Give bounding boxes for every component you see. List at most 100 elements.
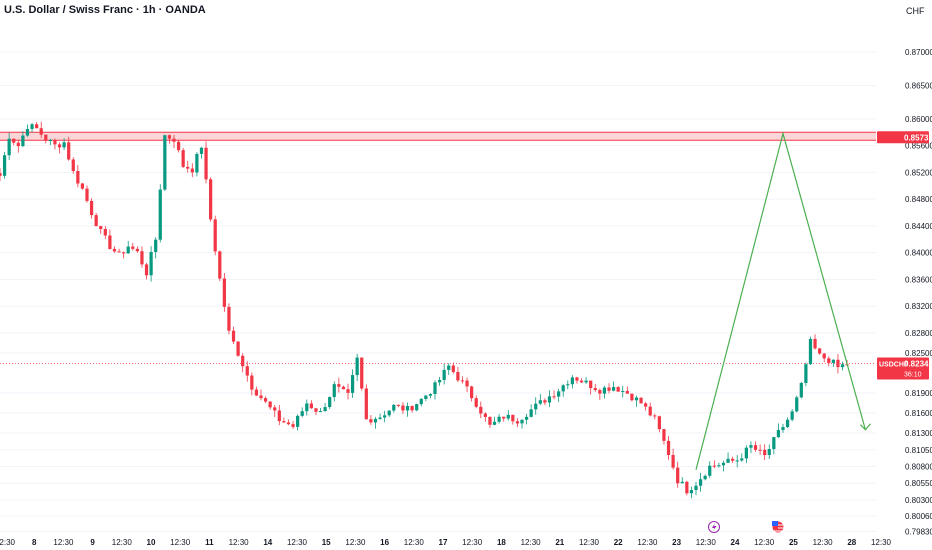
candle-body (625, 390, 629, 394)
candle-body (259, 395, 263, 399)
candle-body (318, 411, 323, 413)
candle-body (474, 398, 478, 407)
candle-body (231, 330, 236, 342)
candle-body (39, 128, 43, 135)
candle-body (149, 252, 153, 276)
candle-body (689, 490, 694, 494)
candle-body (818, 348, 822, 354)
candle-body (634, 397, 639, 401)
candle-body (21, 135, 25, 147)
y-tick-label: 0.85600 (905, 142, 932, 151)
candle-body (12, 138, 16, 143)
candle-body (767, 449, 771, 456)
candle-body (589, 380, 593, 389)
candle-body (341, 386, 346, 390)
candle-body (108, 235, 112, 249)
last-price-tag-bg (877, 357, 929, 380)
candle-body (186, 166, 190, 169)
x-tick-label: 18 (497, 538, 506, 547)
candle-body (639, 397, 643, 404)
candle-body (44, 134, 48, 141)
x-tick-label: 15 (322, 538, 331, 547)
symbol-label: USDCHF (879, 361, 909, 368)
candle-body (538, 400, 542, 404)
x-tick-label: 12:30 (170, 538, 191, 547)
candle-body (584, 380, 588, 383)
candle-body (520, 419, 524, 424)
candle-body (552, 396, 556, 398)
candle-body (740, 458, 744, 461)
candle-body (296, 415, 300, 427)
candle-body (808, 338, 813, 365)
candle-body (529, 409, 533, 417)
candle-body (534, 403, 538, 410)
candle-body (392, 404, 396, 411)
y-tick-label: 0.80060 (905, 512, 932, 521)
x-tick-label: 12:30 (0, 538, 16, 547)
candle-body (181, 150, 185, 167)
candle-body (300, 411, 304, 416)
y-tick-label: 0.79830 (905, 527, 932, 536)
x-tick-label: 9 (90, 538, 95, 547)
x-tick-label: 21 (555, 538, 564, 547)
resistance-price-tag-bg (877, 131, 929, 144)
projection-arrowhead (859, 423, 871, 431)
x-tick-label: 23 (672, 538, 681, 547)
projection-path (695, 131, 866, 470)
candle-body (277, 410, 281, 422)
candle-body (515, 421, 520, 424)
candle-body (653, 415, 657, 417)
x-tick-label: 12:30 (462, 538, 483, 547)
candle-body (76, 171, 80, 184)
x-tick-label: 12:30 (813, 538, 834, 547)
x-tick-label: 11 (205, 538, 214, 547)
candle-body (144, 264, 149, 276)
candle-body (611, 387, 616, 391)
candle-body (360, 357, 364, 389)
candle-body (721, 462, 726, 466)
candle-body (25, 128, 30, 136)
candle-body (465, 380, 469, 387)
x-tick-label: 22 (614, 538, 623, 547)
candle-body (685, 481, 689, 494)
candle-body (126, 246, 130, 254)
y-tick-label: 0.83600 (905, 275, 932, 284)
candle-body (0, 173, 2, 176)
x-tick-label: 28 (847, 538, 856, 547)
x-tick-label: 25 (789, 538, 798, 547)
y-tick-label: 0.84000 (905, 249, 932, 258)
candle-body (694, 485, 698, 491)
candle-body (131, 246, 135, 249)
candle-body (7, 138, 11, 156)
x-tick-label: 12:30 (112, 538, 133, 547)
candle-body (598, 390, 602, 394)
candle-body (785, 419, 790, 428)
lightning-icon-bolt (712, 523, 717, 531)
candle-body (401, 405, 405, 411)
candle-body (831, 359, 835, 363)
x-tick-label: 12:30 (696, 538, 717, 547)
candle-body (305, 403, 309, 412)
candle-body (428, 394, 433, 396)
y-tick-label: 0.85200 (905, 168, 932, 177)
candle-body (236, 341, 240, 356)
candle-body (561, 385, 565, 392)
candle-body (698, 479, 703, 486)
candle-body (314, 408, 318, 412)
y-tick-label: 0.80300 (905, 496, 932, 505)
candle-body (332, 384, 336, 398)
y-tick-label: 0.81300 (905, 429, 932, 438)
lightning-icon (708, 521, 720, 533)
candle-body (85, 188, 89, 201)
candle-body (648, 406, 652, 416)
candle-body (387, 410, 391, 416)
candle-body (337, 384, 341, 387)
candle-body (117, 251, 121, 253)
candle-body (666, 440, 671, 455)
candle-body (616, 387, 620, 392)
candle-body (579, 380, 584, 383)
candle-body (456, 372, 460, 381)
candle-body (263, 398, 268, 402)
